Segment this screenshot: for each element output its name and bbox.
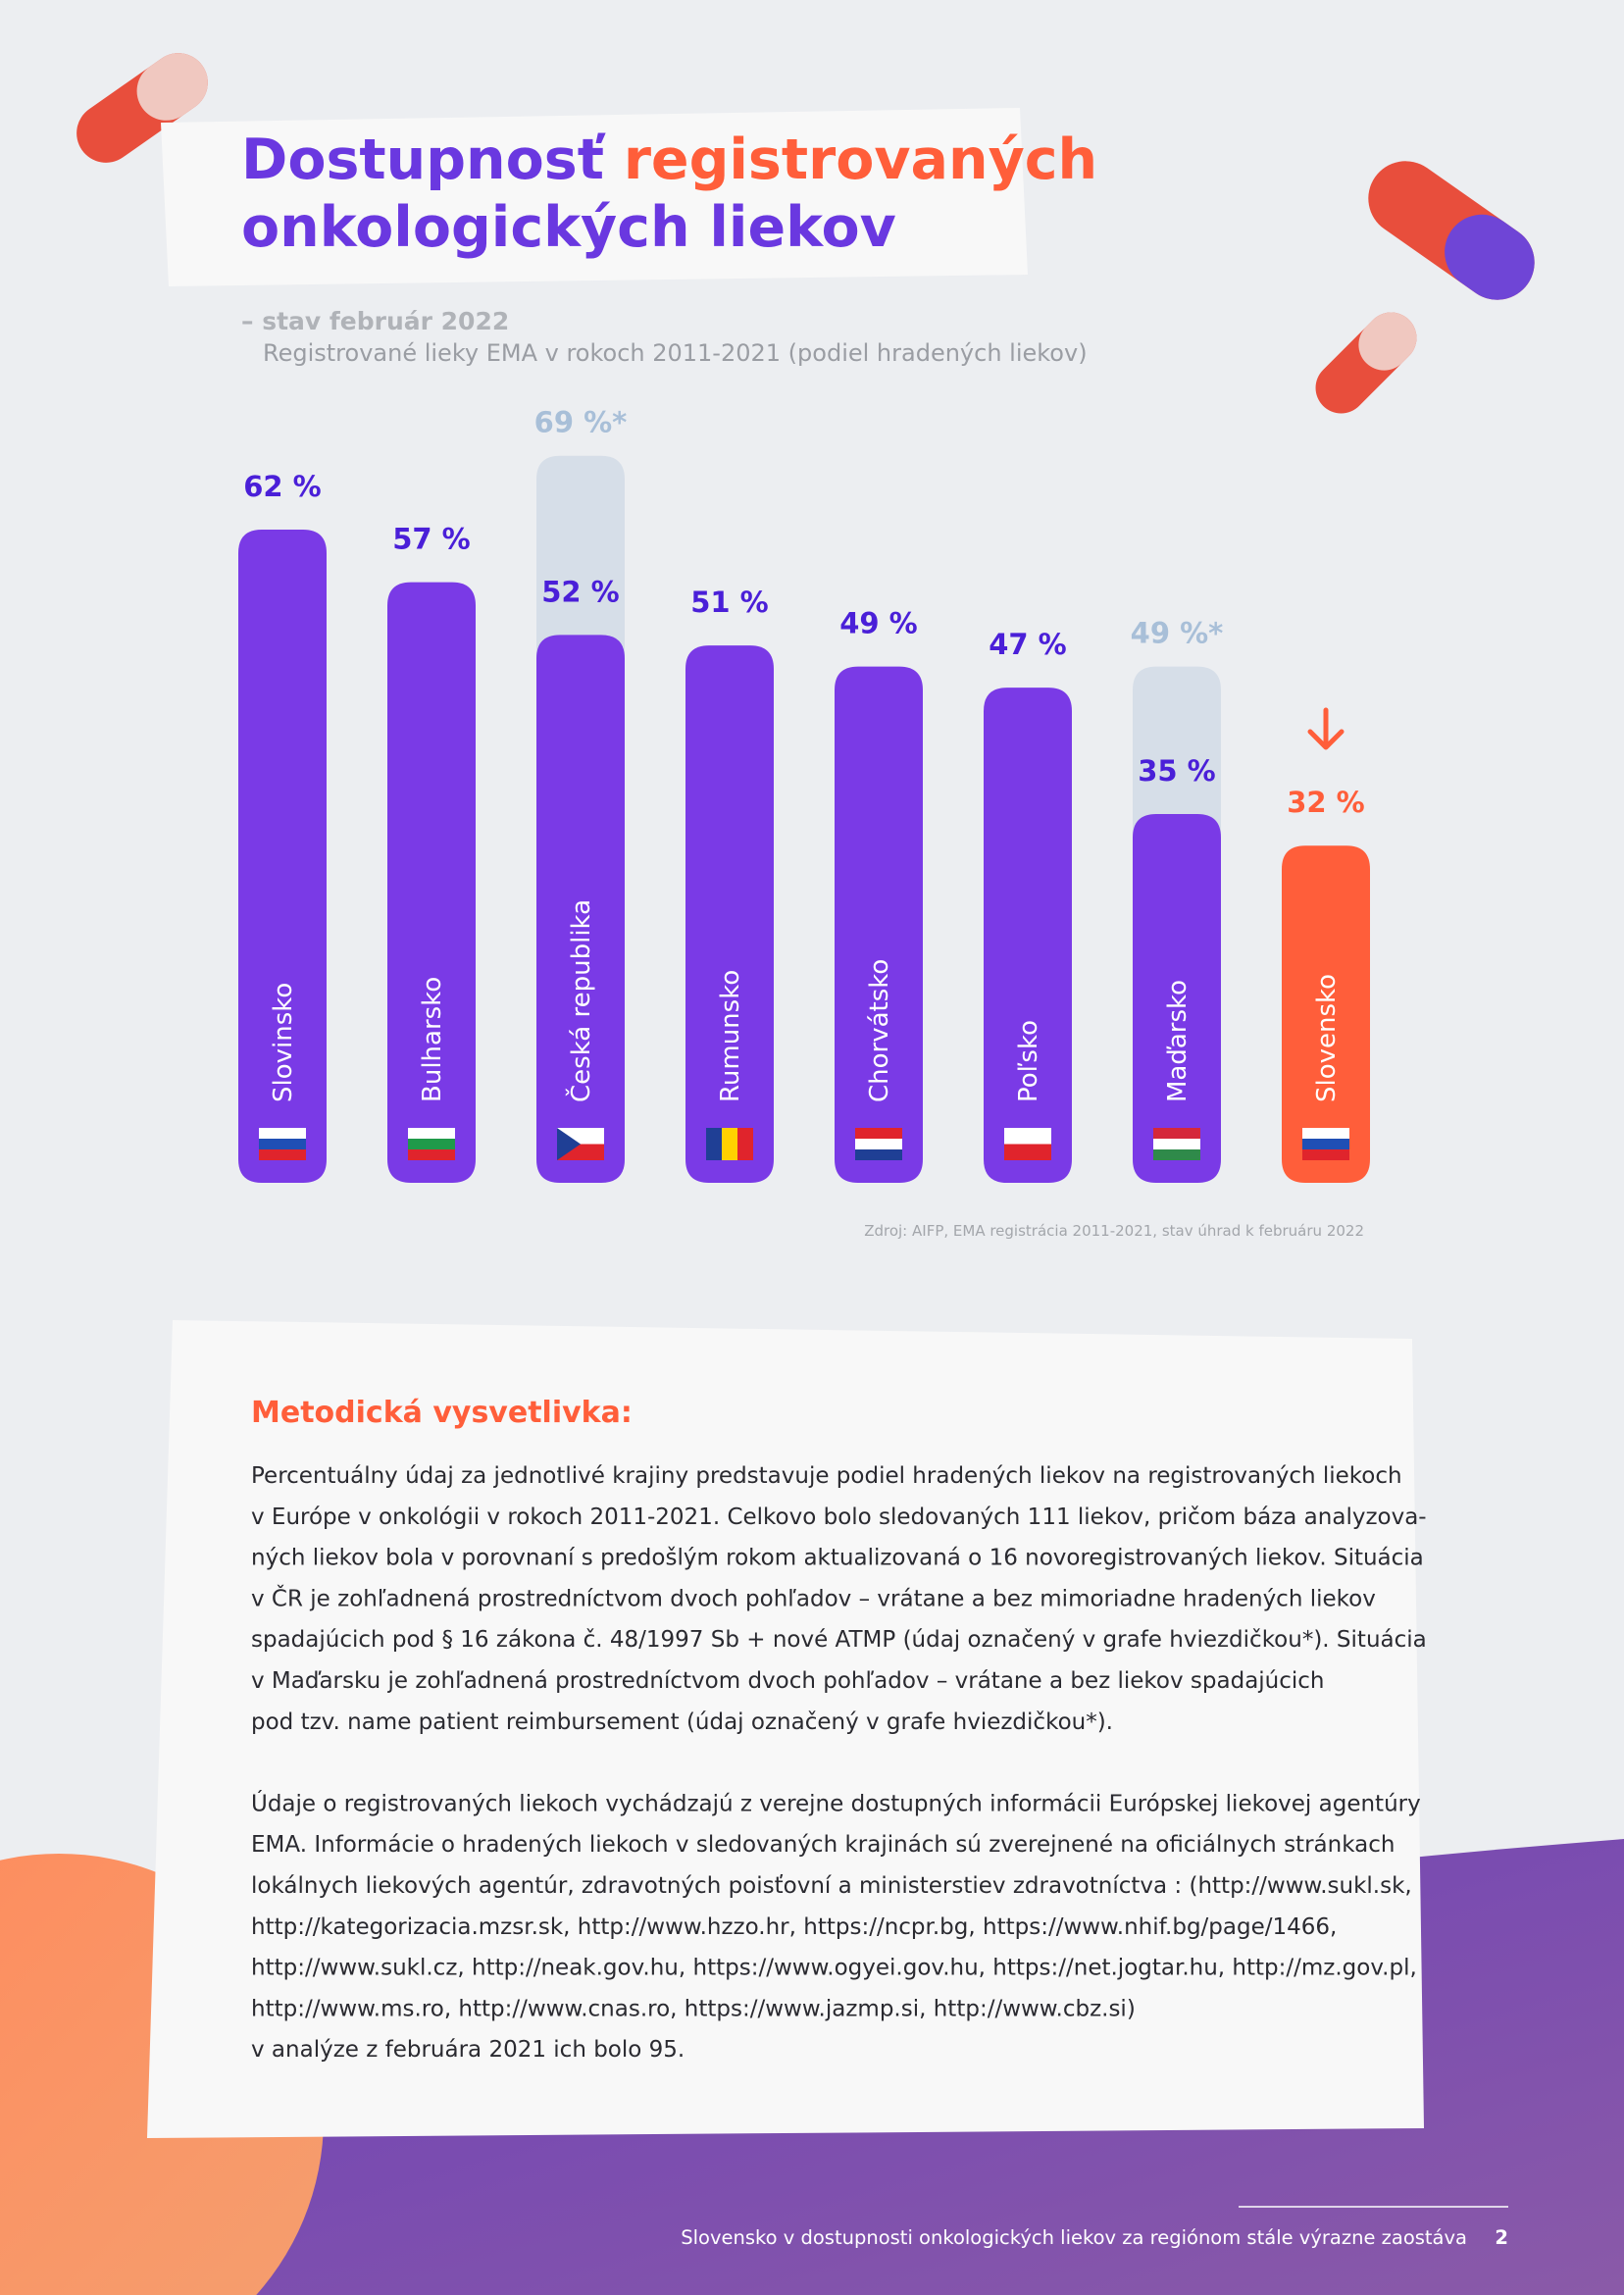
flag-part [1302,1149,1349,1160]
category-label: Rumunsko [716,970,745,1102]
bar [835,666,923,1183]
flag [1004,1128,1051,1160]
footer-text: Slovensko v dostupnosti onkologických li… [681,2226,1467,2249]
note-line: v ČR je zohľadnená prostredníctvom dvoch… [251,1584,1376,1611]
flag-part [259,1139,306,1149]
subtitle: – stav február 2022 [241,307,509,335]
note-card [147,1320,1424,2138]
category-label: Bulharsko [418,977,447,1102]
arrow-shape [1307,707,1345,750]
value-label: 52 % [541,575,620,608]
description: Registrované lieky EMA v rokoch 2011-202… [263,339,1088,367]
value-label: 51 % [690,586,769,619]
flag-part [408,1128,455,1139]
flag [1153,1128,1200,1160]
title-part: onkologických liekov [241,195,896,260]
note-line: Údaje o registrovaných liekoch vychádzaj… [251,1789,1421,1816]
pill [1315,312,1417,414]
flag-part [259,1128,306,1139]
value-label: 32 % [1287,786,1365,819]
value-label: 49 %* [1131,617,1224,650]
flag-part [1004,1128,1051,1145]
note-line: lokálnych liekových agentúr, zdravotných… [251,1873,1412,1899]
flag-part [1153,1128,1200,1139]
flag [408,1128,455,1160]
note-line: ných liekov bola v porovnaní s predošlým… [251,1546,1424,1571]
bar [387,582,476,1183]
value-label: 47 % [989,628,1067,661]
note-line: EMA. Informácie o hradených liekoch v sl… [251,1832,1395,1858]
title-part: registrovaných [624,128,1097,192]
page-number: 2 [1495,2226,1508,2249]
flag [1302,1128,1349,1160]
chart-title: Dostupnosť registrovaných [241,128,1097,192]
flag [706,1128,753,1160]
category-label: Chorvátsko [865,959,894,1102]
value-label: 57 % [392,523,471,556]
flag [259,1128,306,1160]
flag-part [722,1128,737,1160]
flag-part [737,1128,753,1160]
category-label: Slovensko [1312,974,1342,1102]
title-part: Dostupnosť [241,128,606,192]
bar [1282,845,1370,1183]
note-heading: Metodická vysvetlivka: [251,1396,633,1430]
flag-part [855,1149,902,1160]
pill [1368,161,1535,300]
flag [557,1128,604,1160]
down-arrow [1307,707,1345,750]
flag-part [408,1139,455,1149]
note-line: v analýze z februára 2021 ich bolo 95. [251,2037,685,2063]
flag-part [1153,1149,1200,1160]
bar [984,688,1072,1183]
note-line: http://kategorizacia.mzsr.sk, http://www… [251,1914,1337,1940]
category-label: Poľsko [1014,1020,1043,1102]
bar [536,635,625,1183]
note-line: http://www.ms.ro, http://www.cnas.ro, ht… [251,1996,1136,2021]
flag-part [1004,1144,1051,1160]
category-label: Slovinsko [269,983,298,1102]
bar [238,529,327,1183]
flag-part [408,1149,455,1160]
bar [685,645,774,1183]
flag-part [855,1128,902,1139]
flag-part [706,1128,722,1160]
value-label: 49 % [839,607,918,640]
note-line: v Európe v onkológii v rokoch 2011-2021.… [251,1504,1427,1530]
title-card [161,108,1028,286]
category-label: Česká republika [565,899,596,1102]
pill [76,53,208,163]
flag-part [1153,1139,1200,1149]
flag [855,1128,902,1160]
note-line: http://www.sukl.cz, http://neak.gov.hu, … [251,1956,1417,1981]
flag-part [557,1128,581,1160]
value-label: 62 % [243,470,322,503]
note-line: spadajúcich pod § 16 zákona č. 48/1997 S… [251,1627,1427,1653]
note-text: Percentuálny údaj za jednotlivé krajiny … [251,1463,1427,2063]
category-label: Maďarsko [1163,980,1193,1102]
note-line: pod tzv. name patient reimbursement (úda… [251,1709,1113,1735]
flag-part [1302,1139,1349,1149]
source: Zdroj: AIFP, EMA registrácia 2011-2021, … [864,1222,1364,1240]
flag-part [855,1139,902,1149]
value-label: 35 % [1138,754,1216,788]
flag-part [1302,1128,1349,1139]
note-line: Percentuálny údaj za jednotlivé krajiny … [251,1463,1402,1489]
flag-part [259,1149,306,1160]
note-line: v Maďarsku je zohľadnená prostredníctvom… [251,1668,1325,1694]
value-label: 69 %* [534,406,628,439]
bar [1133,814,1221,1183]
